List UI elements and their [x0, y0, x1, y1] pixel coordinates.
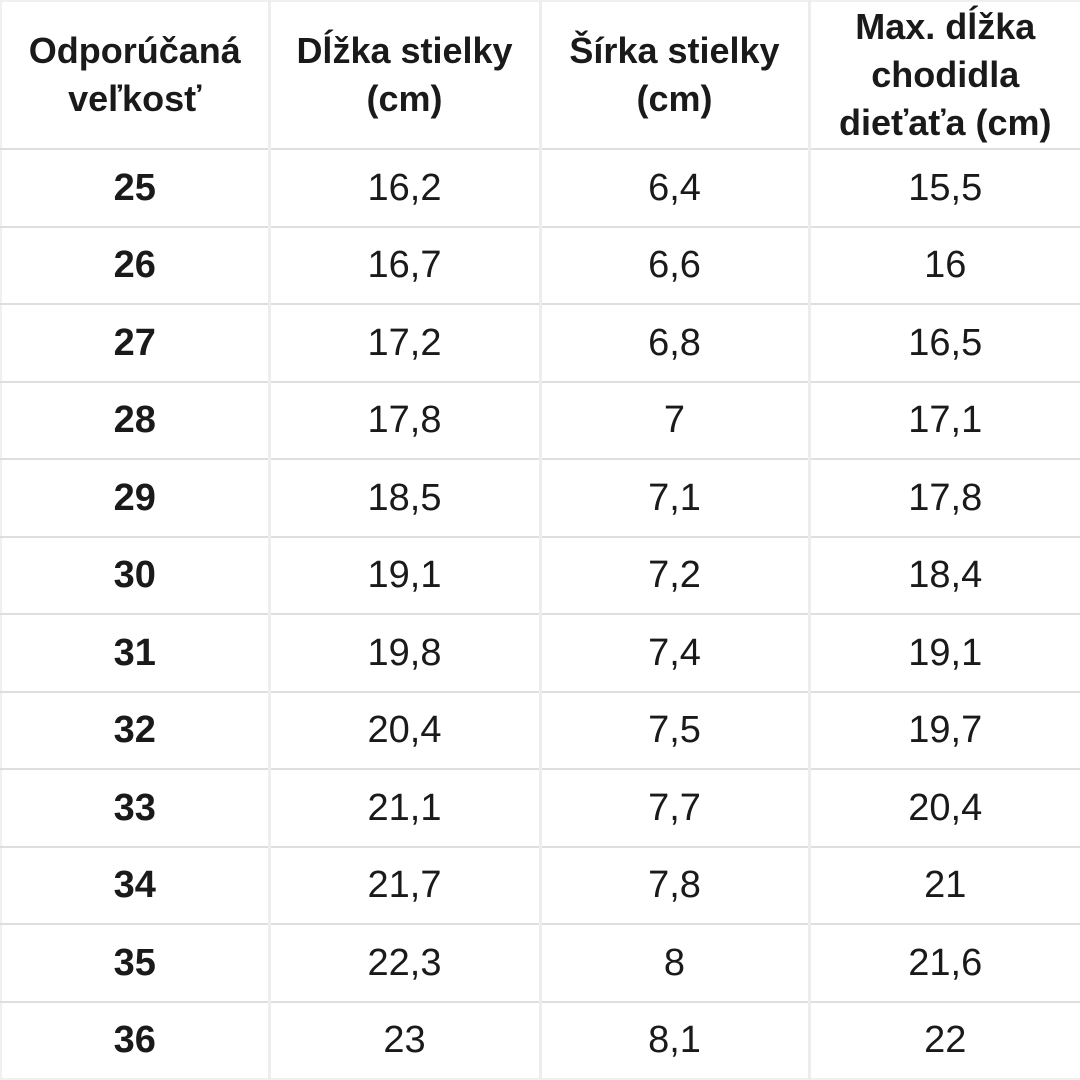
table-row: 35 22,3 8 21,6: [1, 923, 1080, 1002]
value-cell: 7,7: [540, 768, 811, 847]
table-row: 27 17,2 6,8 16,5: [1, 303, 1080, 382]
value-cell: 7,8: [540, 845, 811, 924]
header-row: Odporúčaná veľkosť Dĺžka stielky (cm) Ší…: [1, 1, 1080, 150]
size-cell: 31: [1, 613, 271, 692]
value-cell: 6,6: [540, 225, 811, 304]
table-row: 30 19,1 7,2 18,4: [1, 535, 1080, 614]
table-row: 31 19,8 7,4 19,1: [1, 613, 1080, 692]
value-cell: 21,1: [269, 768, 542, 847]
size-cell: 36: [1, 1000, 271, 1079]
value-cell: 17,8: [809, 458, 1080, 537]
size-cell: 34: [1, 845, 271, 924]
table-header: Odporúčaná veľkosť Dĺžka stielky (cm) Ší…: [1, 1, 1080, 150]
size-cell: 27: [1, 303, 271, 382]
table-body: 25 16,2 6,4 15,5 26 16,7 6,6 16 27 17,2 6,8 16,5 28 1…: [1, 148, 1080, 1079]
size-cell: 30: [1, 535, 271, 614]
value-cell: 16,5: [809, 303, 1080, 382]
value-cell: 16,2: [269, 148, 542, 227]
value-cell: 19,8: [269, 613, 542, 692]
value-cell: 19,1: [809, 613, 1080, 692]
table-row: 36 23 8,1 22: [1, 1000, 1080, 1079]
value-cell: 7,5: [540, 690, 811, 769]
header-insole-length: Dĺžka stielky (cm): [269, 1, 542, 150]
size-cell: 33: [1, 768, 271, 847]
table-row: 26 16,7 6,6 16: [1, 225, 1080, 304]
value-cell: 18,4: [809, 535, 1080, 614]
table-row: 34 21,7 7,8 21: [1, 845, 1080, 924]
value-cell: 6,4: [540, 148, 811, 227]
value-cell: 22: [809, 1000, 1080, 1079]
value-cell: 7,2: [540, 535, 811, 614]
table-row: 29 18,5 7,1 17,8: [1, 458, 1080, 537]
table-row: 28 17,8 7 17,1: [1, 380, 1080, 459]
value-cell: 21,7: [269, 845, 542, 924]
value-cell: 19,1: [269, 535, 542, 614]
value-cell: 16,7: [269, 225, 542, 304]
value-cell: 7: [540, 380, 811, 459]
value-cell: 17,2: [269, 303, 542, 382]
size-cell: 25: [1, 148, 271, 227]
value-cell: 16: [809, 225, 1080, 304]
header-recommended-size: Odporúčaná veľkosť: [1, 1, 271, 150]
value-cell: 8: [540, 923, 811, 1002]
value-cell: 21: [809, 845, 1080, 924]
header-max-foot-length: Max. dĺžka chodidla dieťaťa (cm): [809, 1, 1080, 150]
value-cell: 20,4: [809, 768, 1080, 847]
size-cell: 29: [1, 458, 271, 537]
value-cell: 21,6: [809, 923, 1080, 1002]
value-cell: 23: [269, 1000, 542, 1079]
size-cell: 32: [1, 690, 271, 769]
table-row: 25 16,2 6,4 15,5: [1, 148, 1080, 227]
value-cell: 6,8: [540, 303, 811, 382]
value-cell: 8,1: [540, 1000, 811, 1079]
header-insole-width: Šírka stielky (cm): [540, 1, 811, 150]
value-cell: 15,5: [809, 148, 1080, 227]
size-cell: 28: [1, 380, 271, 459]
value-cell: 18,5: [269, 458, 542, 537]
value-cell: 22,3: [269, 923, 542, 1002]
value-cell: 17,8: [269, 380, 542, 459]
value-cell: 17,1: [809, 380, 1080, 459]
value-cell: 7,1: [540, 458, 811, 537]
table-row: 33 21,1 7,7 20,4: [1, 768, 1080, 847]
size-cell: 35: [1, 923, 271, 1002]
size-cell: 26: [1, 225, 271, 304]
value-cell: 20,4: [269, 690, 542, 769]
table-row: 32 20,4 7,5 19,7: [1, 690, 1080, 769]
value-cell: 7,4: [540, 613, 811, 692]
value-cell: 19,7: [809, 690, 1080, 769]
